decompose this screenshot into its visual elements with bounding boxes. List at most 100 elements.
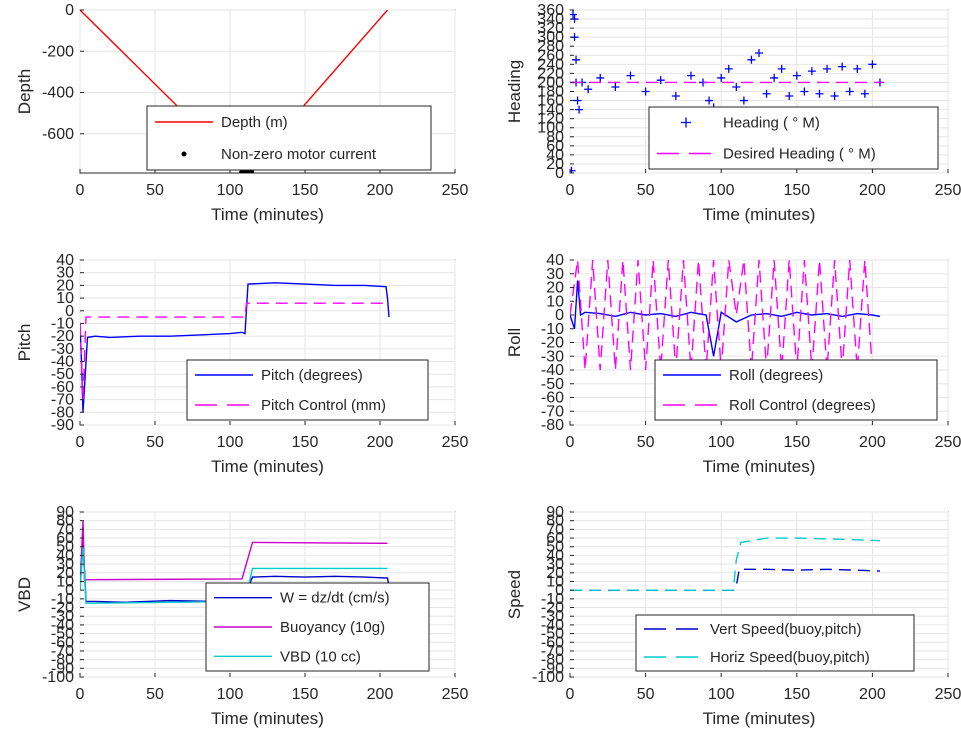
series-1	[239, 168, 254, 173]
roll-chart: 0 50 100 150 200 250-80-70-60-50-40-30-20-100…	[505, 252, 961, 476]
legend-label: Buoyancy (10g)	[280, 619, 385, 636]
data-point	[868, 60, 877, 69]
y-tick-label: -10	[541, 321, 564, 338]
y-tick-label: 20	[546, 156, 564, 173]
x-tick-label: 200	[367, 434, 394, 451]
legend-box	[635, 614, 915, 672]
y-tick-label: 70	[546, 521, 564, 538]
legend-label: Vert Speed(buoy,pitch)	[710, 621, 861, 638]
pitch-chart: 0 50 100 150 200 250-90-80-70-60-50-40-30-20-…	[15, 252, 468, 476]
legend-label: Desired Heading ( ° M)	[723, 146, 876, 163]
y-tick-label: -80	[51, 652, 74, 669]
y-tick-label: -30	[541, 608, 564, 625]
x-axis-label: Time (minutes)	[703, 709, 816, 728]
y-tick-label: -60	[541, 634, 564, 651]
series-line	[80, 282, 390, 413]
y-tick-label: 60	[56, 530, 74, 547]
legend-label: VBD (10 cc)	[280, 648, 361, 665]
data-point	[584, 85, 593, 94]
y-tick-label: 90	[56, 504, 74, 521]
x-tick-label: 100	[708, 434, 735, 451]
y-tick-label: -50	[51, 366, 74, 383]
y-tick-label: -100	[42, 669, 74, 686]
y-tick-label: 60	[546, 530, 564, 547]
series-2	[80, 546, 388, 604]
x-tick-label: 150	[783, 182, 810, 199]
y-tick-label: -600	[42, 126, 74, 143]
x-tick-label: 200	[367, 686, 394, 703]
y-tick-label: 40	[56, 547, 74, 564]
y-axis-label: Heading	[505, 60, 524, 123]
x-tick-label: 50	[146, 686, 164, 703]
y-tick-label: -30	[51, 608, 74, 625]
x-tick-label: 200	[859, 434, 886, 451]
legend-label: Heading ( ° M)	[723, 115, 820, 132]
legend-label: Horiz Speed(buoy,pitch)	[710, 649, 870, 666]
data-point	[575, 105, 584, 114]
series-line	[570, 260, 881, 378]
x-tick-label: 150	[292, 182, 319, 199]
data-point	[739, 96, 748, 105]
y-tick-label: -90	[51, 417, 74, 434]
y-axis-label: VBD	[15, 577, 34, 612]
data-point	[777, 64, 786, 73]
data-point	[815, 89, 824, 98]
data-point	[717, 73, 726, 82]
legend-box	[648, 106, 939, 170]
y-tick-label: -60	[51, 634, 74, 651]
y-tick-label: -20	[541, 600, 564, 617]
y-tick-label: -60	[541, 390, 564, 407]
data-point	[570, 166, 576, 173]
y-tick-label: 360	[537, 2, 564, 19]
x-tick-label: 100	[217, 686, 244, 703]
series-0	[570, 568, 881, 591]
y-tick-label: 20	[56, 277, 74, 294]
y-tick-label: -10	[51, 591, 74, 608]
legend-label: Pitch (degrees)	[261, 367, 363, 384]
data-point	[853, 64, 862, 73]
data-point	[823, 64, 832, 73]
y-axis-label: Pitch	[15, 324, 34, 362]
series-line	[570, 280, 881, 357]
legend-label: Pitch Control (mm)	[261, 397, 386, 414]
legend: Depth (m) Non-zero motor current	[146, 105, 432, 171]
data-point	[762, 89, 771, 98]
data-point	[860, 89, 869, 98]
data-point	[830, 92, 839, 101]
y-tick-label: -50	[541, 376, 564, 393]
y-tick-label: 50	[546, 539, 564, 556]
y-tick-label: -70	[541, 403, 564, 420]
y-tick-label: -40	[51, 617, 74, 634]
x-axis-label: Time (minutes)	[211, 205, 324, 224]
data-point	[641, 87, 650, 96]
y-tick-label: 200	[537, 74, 564, 91]
legend-label: Roll (degrees)	[729, 367, 823, 384]
y-tick-label: 80	[546, 513, 564, 530]
y-tick-label: -20	[541, 335, 564, 352]
vbd-chart: 0 50 100 150 200 250-100-90-80-70-60-50-40-30…	[15, 504, 468, 728]
x-tick-label: 150	[783, 686, 810, 703]
x-tick-label: 0	[76, 434, 85, 451]
series-0	[570, 10, 884, 173]
y-tick-label: 0	[555, 165, 564, 182]
data-point	[732, 82, 741, 91]
y-tick-label: 120	[537, 111, 564, 128]
speed-chart: 0 50 100 150 200 250-100-90-80-70-60-50-40-30…	[505, 504, 961, 728]
x-tick-label: 50	[637, 182, 655, 199]
depth-chart: 0 50 100 150 200 250 -600 -400 -200 0 Time (minute…	[15, 2, 468, 224]
x-tick-label: 200	[859, 182, 886, 199]
data-point	[724, 64, 733, 73]
x-axis-label: Time (minutes)	[703, 205, 816, 224]
y-tick-label: 40	[56, 252, 74, 269]
y-tick-label: -40	[541, 362, 564, 379]
y-tick-label: 160	[537, 93, 564, 110]
y-tick-label: -20	[51, 328, 74, 345]
x-tick-label: 50	[637, 434, 655, 451]
x-tick-label: 100	[217, 434, 244, 451]
x-tick-label: 0	[76, 686, 85, 703]
series-1	[570, 260, 881, 378]
y-tick-label: 90	[546, 504, 564, 521]
y-tick-label: 10	[56, 290, 74, 307]
x-tick-label: 250	[442, 182, 469, 199]
